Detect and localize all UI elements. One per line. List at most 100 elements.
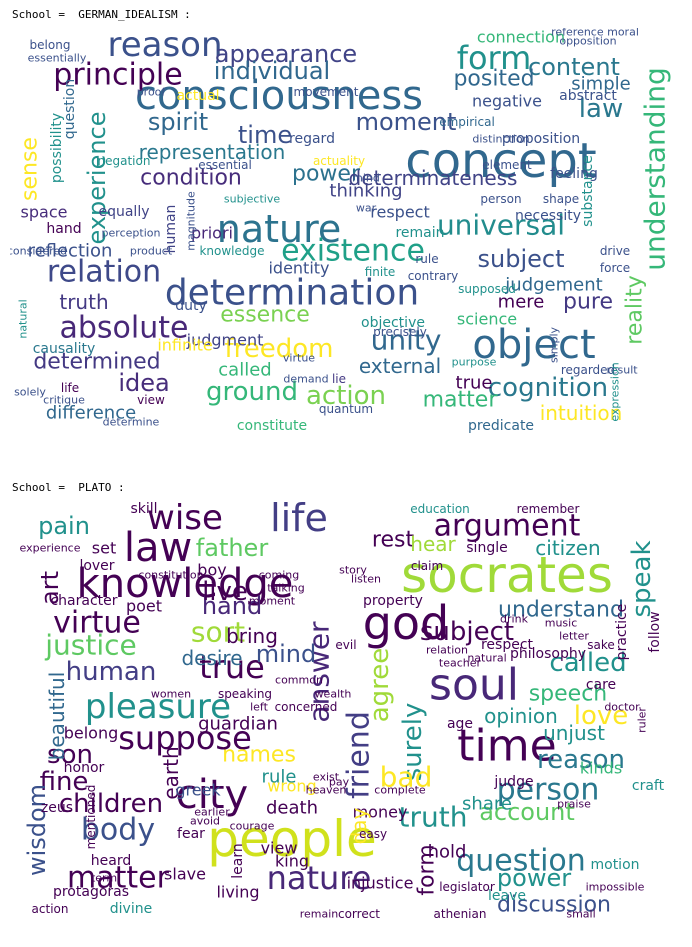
cloud-word: fine (40, 767, 89, 797)
cloud-word: speaking (218, 687, 272, 701)
cloud-word: care (586, 677, 616, 693)
cloud-word: sort (191, 616, 245, 649)
cloud-word: experience (83, 111, 111, 244)
cloud-word: character (50, 593, 117, 609)
cloud-word: virtue (53, 606, 141, 641)
cloud-word: pay (329, 776, 350, 789)
cloud-word: listen (351, 573, 381, 586)
cloud-word: considered (10, 245, 67, 258)
cloud-word: letter (559, 630, 589, 643)
cloud-word: result (606, 364, 638, 377)
cloud-word: learn (230, 843, 246, 878)
cloud-word: true (456, 373, 493, 394)
cloud-word: magnitude (185, 191, 198, 251)
cloud-word: abstract (559, 88, 617, 104)
cloud-word: unity (371, 324, 442, 357)
cloud-word: regard (289, 131, 335, 147)
cloud-word: answer (303, 621, 336, 723)
cloud-word: reality (623, 275, 648, 344)
cloud-word: friend (342, 711, 377, 799)
cloud-word: claim (411, 559, 443, 573)
cloud-word: mere (498, 292, 545, 313)
cloud-word: question (62, 79, 78, 139)
cloud-word: live (202, 577, 248, 607)
cloud-word: desire (181, 646, 242, 670)
cloud-word: nature (267, 859, 372, 897)
cloud-word: beautiful (45, 672, 69, 761)
cloud-word: skill (130, 501, 157, 517)
cloud-word: empirical (439, 115, 495, 129)
cloud-word: substance (580, 155, 596, 227)
cloud-word: bring (226, 624, 278, 648)
cloud-word: reflection (28, 241, 113, 262)
cloud-word: nature (217, 207, 342, 251)
cloud-word: judgment (186, 331, 264, 350)
cloud-word: moment (356, 108, 457, 136)
cloud-word: praise (557, 798, 591, 811)
cloud-word: honor (64, 760, 105, 776)
cloud-word: determination (165, 273, 419, 314)
cloud-word: subject (478, 245, 565, 273)
cloud-word: remember (517, 502, 580, 516)
cloud-word: proposition (502, 131, 580, 147)
cloud-word: names (222, 743, 296, 768)
cloud-word: regarded (561, 363, 615, 377)
cloud-word: boy (197, 561, 226, 580)
cloud-word: reference moral (551, 28, 639, 39)
cloud-word: consciousness (135, 73, 423, 119)
cloud-word: determined (33, 350, 160, 375)
cloud-word: lie (332, 372, 346, 386)
cloud-word: courage (230, 820, 275, 833)
cloud-word: zeus (41, 800, 73, 816)
cloud-word: simply (548, 326, 561, 363)
cloud-word: agree (365, 648, 395, 723)
cloud-word: injustice (347, 874, 414, 893)
cloud-word: true (199, 648, 265, 686)
cloud-word: greek (175, 781, 221, 800)
cloud-word: sake (587, 638, 615, 652)
cloud-word: expression (609, 362, 622, 421)
cloud-word: relation (47, 255, 161, 290)
cloud-word: women (151, 688, 191, 701)
cloud-word: living (216, 883, 259, 902)
cloud-word: doctor (604, 701, 640, 714)
cloud-word: war (356, 202, 377, 215)
cloud-word: body (81, 813, 155, 848)
cloud-word: knowledge (77, 561, 294, 607)
cloud-word: hand (202, 592, 262, 620)
cloud-word: earth (159, 746, 183, 799)
cloud-word: cognition (488, 373, 608, 403)
cloud-word: actual (176, 88, 219, 104)
cloud-word: element (482, 158, 532, 172)
cloud-word: complete (374, 784, 426, 797)
cloud-word: concerned (275, 700, 338, 714)
cloud-word: common (275, 674, 323, 687)
cloud-word: critique (43, 394, 85, 407)
cloud-word: movement (294, 85, 359, 99)
cloud-word: virtue (283, 352, 315, 365)
cloud-word: wise (147, 500, 223, 538)
cloud-word: essence (220, 303, 310, 328)
cloud-word: duty (175, 298, 207, 314)
cloud-word: impossible (586, 881, 645, 894)
cloud-word: natural (467, 652, 506, 665)
cloud-word: reason (107, 28, 222, 65)
cloud-word: action (306, 381, 386, 411)
cloud-word: god (363, 596, 450, 650)
cloud-word: matter (423, 388, 499, 413)
cloud-word: rule (262, 767, 297, 788)
cloud-word: education (410, 502, 470, 516)
cloud-word: spirit (148, 108, 208, 136)
cloud-word: leave (488, 888, 526, 904)
cloud-word: children (59, 789, 163, 819)
cloud-word: teacher (439, 657, 482, 670)
cloud-word: sense (18, 137, 43, 201)
cloud-word: suppose (118, 719, 252, 757)
cloud-word: understand (498, 598, 624, 623)
cloud-word: essential (198, 158, 252, 172)
cloud-word: contrary (408, 269, 459, 283)
cloud-word: hand (46, 221, 81, 237)
cloud-word: human (66, 657, 157, 687)
cloud-word: father (196, 534, 269, 562)
cloud-word: actuality (313, 154, 365, 168)
